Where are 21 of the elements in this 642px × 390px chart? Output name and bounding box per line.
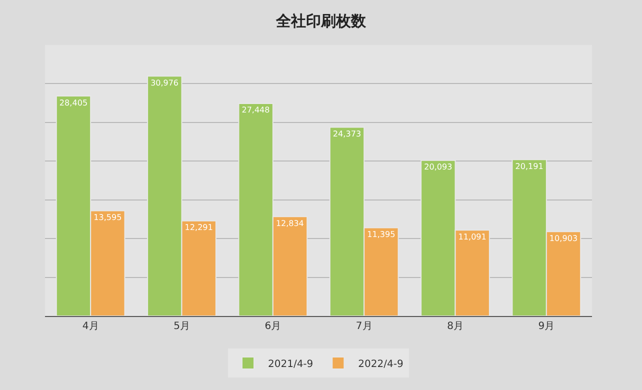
data-label: 20,191 bbox=[515, 162, 544, 171]
x-tick-label: 8月 bbox=[447, 321, 464, 332]
data-label: 13,595 bbox=[94, 213, 122, 222]
data-label: 10,903 bbox=[549, 234, 578, 243]
x-tick-label: 9月 bbox=[538, 321, 555, 332]
data-label: 12,291 bbox=[184, 223, 213, 232]
x-tick-label: 6月 bbox=[264, 321, 282, 332]
x-tick-label: 4月 bbox=[82, 321, 99, 332]
data-label: 12,834 bbox=[276, 218, 304, 228]
data-label: 11,091 bbox=[458, 232, 486, 242]
data-label: 20,093 bbox=[424, 162, 452, 172]
x-tick-label: 5月 bbox=[174, 321, 190, 332]
x-tick-label: 7月 bbox=[356, 321, 372, 332]
data-label: 27,448 bbox=[242, 106, 270, 115]
legend-label: 2021/4-9 bbox=[268, 358, 314, 370]
chart-title: 全社印刷枚数 bbox=[275, 12, 367, 30]
data-label: 28,405 bbox=[59, 98, 88, 108]
data-label: 30,976 bbox=[150, 78, 178, 88]
data-label: 24,373 bbox=[332, 130, 362, 139]
legend-label: 2022/4-9 bbox=[358, 358, 404, 370]
data-label: 11,395 bbox=[367, 230, 396, 240]
